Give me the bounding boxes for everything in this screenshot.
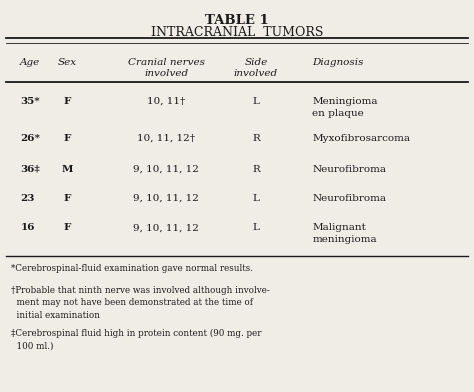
Text: †Probable that ninth nerve was involved although involve-
  ment may not have be: †Probable that ninth nerve was involved … — [11, 286, 270, 319]
Text: INTRACRANIAL  TUMORS: INTRACRANIAL TUMORS — [151, 26, 323, 39]
Text: 9, 10, 11, 12: 9, 10, 11, 12 — [133, 194, 199, 203]
Text: Cranial nerves
involved: Cranial nerves involved — [128, 58, 205, 78]
Text: Age: Age — [20, 58, 40, 67]
Text: 9, 10, 11, 12: 9, 10, 11, 12 — [133, 223, 199, 232]
Text: 36‡: 36‡ — [20, 165, 40, 174]
Text: TABLE 1: TABLE 1 — [205, 14, 269, 27]
Text: 23: 23 — [20, 194, 35, 203]
Text: 10, 11†: 10, 11† — [147, 97, 185, 106]
Text: 26*: 26* — [20, 134, 40, 143]
Text: 10, 11, 12†: 10, 11, 12† — [137, 134, 195, 143]
Text: L: L — [253, 194, 259, 203]
Text: R: R — [252, 165, 260, 174]
Text: 35*: 35* — [20, 97, 40, 106]
Text: Malignant
meningioma: Malignant meningioma — [312, 223, 377, 244]
Text: Meningioma
en plaque: Meningioma en plaque — [312, 97, 378, 118]
Text: 16: 16 — [20, 223, 35, 232]
Text: L: L — [253, 223, 259, 232]
Text: F: F — [64, 97, 71, 106]
Text: F: F — [64, 194, 71, 203]
Text: Sex: Sex — [58, 58, 77, 67]
Text: Side
involved: Side involved — [234, 58, 278, 78]
Text: Neurofibroma: Neurofibroma — [312, 194, 386, 203]
Text: M: M — [62, 165, 73, 174]
Text: 9, 10, 11, 12: 9, 10, 11, 12 — [133, 165, 199, 174]
Text: Diagnosis: Diagnosis — [312, 58, 364, 67]
Text: Neurofibroma: Neurofibroma — [312, 165, 386, 174]
Text: *Cerebrospinal-fluid examination gave normal results.: *Cerebrospinal-fluid examination gave no… — [11, 264, 253, 273]
Text: ‡Cerebrospinal fluid high in protein content (90 mg. per
  100 ml.): ‡Cerebrospinal fluid high in protein con… — [11, 329, 261, 350]
Text: R: R — [252, 134, 260, 143]
Text: F: F — [64, 134, 71, 143]
Text: F: F — [64, 223, 71, 232]
Text: L: L — [253, 97, 259, 106]
Text: Myxofibrosarcoma: Myxofibrosarcoma — [312, 134, 410, 143]
